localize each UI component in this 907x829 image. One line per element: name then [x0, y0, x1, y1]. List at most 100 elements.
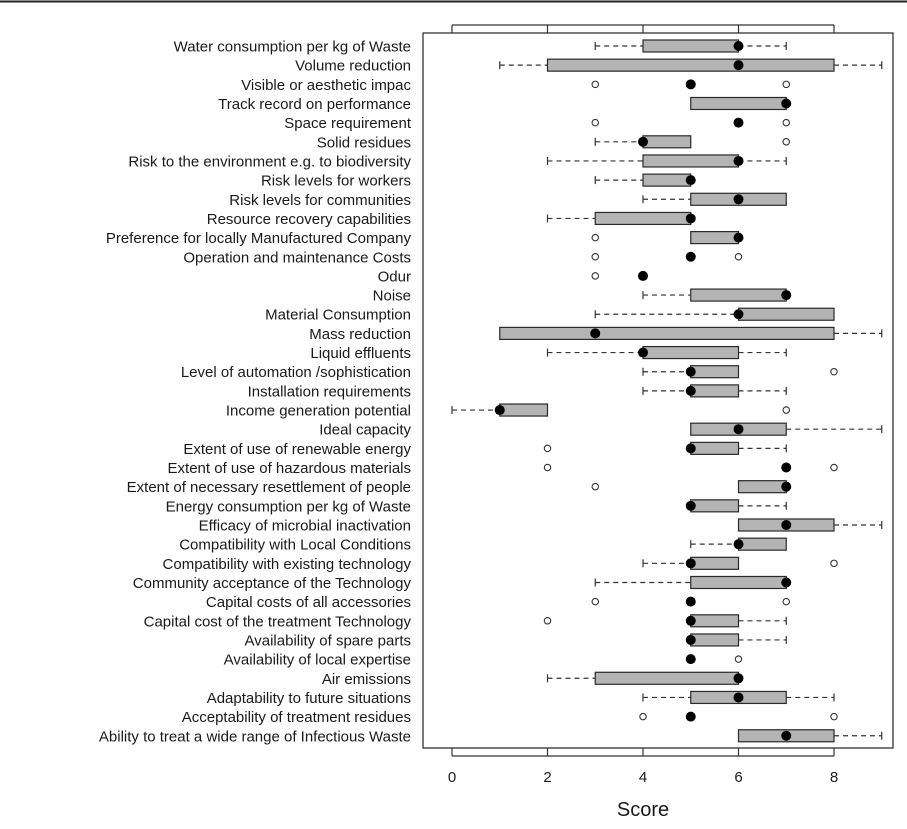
category-label: Capital costs of all accessories	[206, 594, 411, 611]
x-tick-label: 0	[448, 769, 456, 786]
outlier-point	[591, 597, 599, 606]
category-label: Efficacy of microbial inactivation	[199, 518, 411, 535]
category-label: Odur	[378, 268, 411, 285]
iqr-box	[690, 365, 740, 379]
iqr-box	[690, 288, 787, 302]
median-point	[733, 424, 744, 435]
median-point	[685, 213, 696, 224]
median-point	[733, 155, 744, 166]
median-point	[685, 558, 696, 569]
median-point	[685, 251, 696, 262]
category-labels: Water consumption per kg of Waste Volume …	[99, 39, 412, 746]
category-label: Income generation potential	[226, 403, 411, 420]
outlier-point	[591, 482, 599, 491]
outlier-point	[591, 253, 599, 261]
category-label: Volume reduction	[295, 58, 411, 75]
category-label: Adaptability to future situations	[207, 690, 411, 707]
category-label: Compatibility with existing technology	[163, 556, 412, 573]
iqr-box	[499, 403, 549, 417]
x-tick-label: 4	[639, 769, 647, 786]
outlier-point	[591, 233, 599, 242]
median-point	[733, 673, 744, 684]
outlier-point	[591, 118, 599, 127]
outlier-point	[639, 712, 647, 721]
category-label: Liquid effluents	[310, 345, 411, 362]
category-label: Space requirement	[284, 115, 412, 132]
median-point	[685, 711, 696, 722]
median-point	[685, 615, 696, 626]
outlier-point	[591, 80, 599, 89]
median-point	[733, 117, 744, 128]
median-point	[733, 60, 744, 71]
category-label: Visible or aesthetic impac	[241, 77, 411, 94]
median-point	[733, 309, 744, 320]
category-label: Water consumption per kg of Waste	[174, 39, 411, 56]
median-point	[494, 405, 505, 416]
category-label: Ability to treat a wide range of Infecti…	[99, 728, 411, 745]
iqr-box	[642, 135, 692, 149]
median-point	[685, 366, 696, 377]
category-label: Extent of use of renewable energy	[183, 441, 411, 458]
iqr-box	[690, 384, 740, 398]
iqr-box	[642, 173, 692, 187]
median-point	[733, 41, 744, 51]
iqr-box	[737, 307, 835, 321]
median-point	[781, 290, 792, 301]
median-point	[685, 596, 696, 607]
median-point	[781, 577, 792, 588]
category-label: Risk levels for workers	[261, 173, 411, 190]
category-label: Track record on performance	[218, 96, 411, 113]
iqr-box	[737, 537, 787, 551]
category-label: Resource recovery capabilities	[207, 211, 411, 228]
outlier-point	[734, 655, 743, 663]
median-point	[685, 175, 696, 186]
iqr-box	[690, 633, 740, 647]
category-label: Operation and maintenance Costs	[183, 249, 411, 266]
median-point	[685, 500, 696, 511]
iqr-box	[690, 231, 740, 245]
category-label: Noise	[373, 288, 411, 305]
median-point	[781, 462, 792, 473]
median-point	[781, 481, 792, 492]
median-point	[733, 539, 744, 550]
median-point	[733, 692, 744, 703]
outlier-point	[782, 118, 790, 127]
iqr-box	[594, 211, 692, 226]
category-label: Risk to the environment e.g. to biodiver…	[128, 153, 411, 170]
outlier-point	[591, 272, 599, 280]
median-point	[781, 520, 792, 530]
category-label: Acceptability of treatment residues	[182, 709, 411, 726]
iqr-box	[690, 556, 740, 570]
outlier-point	[543, 463, 552, 472]
category-label: Risk levels for communities	[229, 192, 411, 209]
iqr-box	[737, 480, 787, 494]
median-point	[685, 79, 696, 90]
iqr-box	[642, 39, 740, 53]
median-point	[685, 654, 696, 665]
median-point	[685, 634, 696, 645]
category-label: Energy consumption per kg of Waste	[166, 498, 411, 515]
category-label: Preference for locally Manufactured Comp…	[106, 230, 412, 247]
outlier-point	[830, 559, 838, 568]
outlier-point	[734, 253, 743, 261]
median-point	[638, 347, 648, 358]
outlier-point	[830, 463, 838, 472]
iqr-box	[499, 326, 835, 340]
iqr-box	[690, 499, 740, 513]
iqr-box	[642, 345, 740, 360]
iqr-box	[642, 154, 740, 168]
iqr-box	[690, 96, 787, 111]
outlier-point	[782, 80, 790, 89]
category-label: Level of automation /sophistication	[181, 364, 411, 381]
x-tick-label: 8	[830, 769, 838, 786]
category-label: Material Consumption	[265, 307, 411, 324]
outlier-point	[830, 712, 838, 721]
box-marks	[451, 39, 883, 743]
category-label: Extent of use of hazardous materials	[168, 460, 411, 477]
median-point	[781, 98, 792, 109]
category-label: Extent of necessary resettlement of peop…	[127, 479, 411, 496]
median-point	[685, 385, 696, 396]
iqr-box	[690, 575, 787, 590]
